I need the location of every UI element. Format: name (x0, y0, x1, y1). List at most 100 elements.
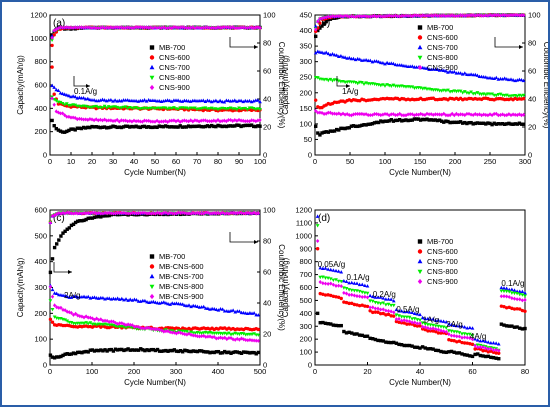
efficiency-point (404, 13, 408, 18)
x-tick-label: 500 (254, 367, 267, 376)
efficiency-point (184, 25, 189, 30)
capacity-point (349, 113, 354, 118)
capacity-point (130, 323, 135, 328)
capacity-point (370, 122, 375, 126)
y-tick-label: 200 (299, 88, 312, 97)
capacity-point (313, 51, 318, 55)
capacity-point (391, 83, 396, 88)
efficiency-point (172, 25, 176, 30)
y2-tick-label: 40 (263, 95, 271, 104)
capacity-point (454, 111, 459, 116)
capacity-point (355, 294, 359, 299)
capacity-point (363, 291, 367, 295)
capacity-point (462, 71, 467, 75)
capacity-point (231, 332, 235, 336)
capacity-point (232, 98, 237, 102)
capacity-point (52, 102, 56, 107)
capacity-point (163, 106, 168, 110)
right-axis-arrow (229, 232, 258, 243)
capacity-point (519, 122, 524, 126)
capacity-point (189, 349, 193, 354)
efficiency-point (519, 12, 524, 18)
capacity-point (515, 297, 519, 302)
efficiency-point (244, 210, 248, 216)
capacity-point (405, 322, 409, 326)
capacity-point (342, 278, 346, 283)
efficiency-point (210, 211, 214, 216)
capacity-point (253, 107, 258, 112)
capacity-point (50, 83, 54, 88)
capacity-point (406, 112, 410, 117)
capacity-point (107, 118, 111, 123)
capacity-point (347, 288, 351, 292)
y2-axis-title: Coulombic Efficiency(%) (542, 42, 548, 129)
capacity-point (458, 120, 463, 124)
capacity-point (512, 296, 517, 301)
capacity-point (381, 301, 386, 305)
capacity-point (67, 128, 71, 133)
capacity-point (62, 92, 67, 96)
efficiency-point (105, 211, 109, 216)
capacity-point (460, 72, 465, 76)
capacity-point (462, 341, 467, 345)
y2-tick-label: 100 (263, 11, 276, 20)
capacity-point (92, 317, 97, 322)
capacity-point (315, 247, 320, 251)
capacity-point (73, 94, 78, 99)
capacity-point (423, 117, 427, 122)
legend-marker (417, 278, 423, 285)
capacity-point (216, 117, 220, 123)
capacity-point (492, 121, 496, 125)
capacity-point (111, 349, 116, 353)
efficiency-point (50, 43, 54, 48)
capacity-point (324, 50, 329, 54)
capacity-point (410, 310, 414, 315)
efficiency-point (136, 25, 140, 30)
capacity-point (205, 124, 210, 128)
capacity-point (441, 329, 446, 334)
capacity-point (82, 350, 86, 354)
capacity-point (470, 334, 475, 338)
capacity-point (371, 310, 375, 315)
capacity-point (159, 119, 163, 124)
capacity-point (235, 107, 239, 112)
capacity-point (102, 98, 107, 102)
efficiency-point (446, 13, 450, 18)
capacity-point (180, 302, 185, 306)
capacity-point (124, 322, 128, 327)
capacity-point (492, 111, 496, 116)
efficiency-point (153, 25, 157, 30)
capacity-point (84, 349, 88, 354)
capacity-point (515, 113, 519, 118)
capacity-point (353, 57, 358, 62)
capacity-point (250, 338, 254, 343)
capacity-point (511, 78, 515, 82)
capacity-point (320, 131, 324, 135)
capacity-point (337, 128, 341, 132)
capacity-point (187, 331, 191, 336)
capacity-point (360, 333, 364, 338)
efficiency-point (143, 210, 147, 215)
efficiency-point (69, 211, 74, 216)
capacity-point (500, 121, 505, 126)
capacity-point (71, 127, 75, 131)
x-tick-label: 50 (346, 157, 354, 166)
capacity-point (65, 294, 70, 299)
efficiency-point (107, 25, 111, 30)
capacity-point (149, 119, 153, 124)
legend: MB-700MB-CNS-600MB-CNS-700MB-CNS-800MB-C… (149, 252, 204, 301)
capacity-point (362, 112, 366, 117)
capacity-point (368, 113, 372, 118)
capacity-point (517, 121, 522, 125)
capacity-point (250, 332, 254, 337)
capacity-point (256, 313, 261, 317)
capacity-point (80, 350, 84, 355)
capacity-point (143, 298, 147, 303)
capacity-point (243, 106, 248, 111)
efficiency-point (243, 25, 247, 30)
legend-marker (149, 254, 155, 259)
capacity-point (119, 125, 124, 130)
capacity-point (436, 348, 441, 353)
capacity-point (226, 118, 231, 123)
capacity-point (316, 131, 320, 135)
